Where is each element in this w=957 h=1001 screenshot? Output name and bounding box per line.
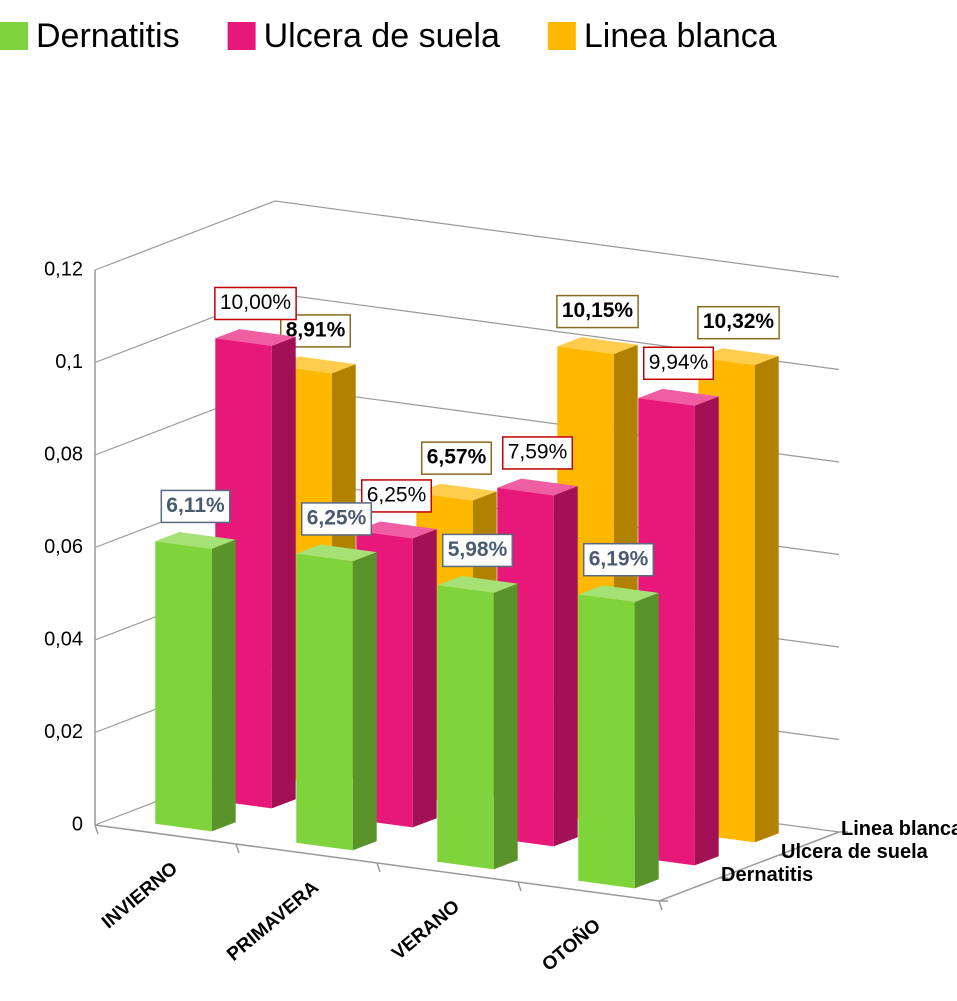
value-label: 6,11% — [166, 494, 225, 517]
depth-label: Linea blanca — [841, 818, 957, 840]
x-tick-label: OTOÑO — [538, 914, 605, 975]
value-label-box — [300, 502, 373, 536]
value-label-box — [501, 436, 574, 470]
bar-side — [352, 552, 377, 851]
grid-line — [94, 200, 840, 278]
x-tick — [376, 862, 381, 873]
value-label: 10,15% — [562, 299, 634, 322]
legend-label: Ulcera de suela — [264, 17, 500, 55]
bar-top — [638, 388, 719, 406]
bar-side — [754, 355, 779, 843]
depth-label: Ulcera de suela — [781, 841, 929, 863]
bar-side — [211, 539, 236, 832]
value-label-box — [582, 542, 655, 577]
bar-top — [557, 337, 638, 354]
value-label: 6,25% — [307, 506, 367, 529]
y-tick-label: 0 — [72, 813, 83, 835]
bar-top — [416, 483, 497, 501]
bar-side — [493, 583, 518, 870]
y-tick-label: 0,12 — [44, 258, 83, 280]
bar-side — [553, 486, 578, 847]
value-label-box — [441, 533, 514, 568]
bar-side — [271, 336, 296, 809]
value-label: 6,25% — [367, 483, 427, 506]
bar-side — [694, 396, 719, 866]
value-label: 6,57% — [427, 446, 487, 469]
depth-label: Dernatitis — [721, 864, 813, 886]
bar — [578, 585, 659, 889]
bar-top — [296, 544, 377, 562]
y-tick-label: 0,1 — [55, 351, 83, 373]
x-tick — [235, 843, 240, 854]
value-label-box — [697, 305, 780, 340]
bar-top — [497, 478, 578, 496]
x-tick-label: PRIMAVERA — [223, 877, 323, 966]
bar-top — [155, 532, 236, 549]
x-tick — [94, 824, 99, 835]
value-label: 7,59% — [508, 441, 568, 464]
y-tick-label: 0,06 — [44, 536, 83, 558]
bar-front — [578, 594, 635, 889]
bar-front — [155, 541, 212, 832]
value-label: 5,98% — [448, 538, 508, 561]
bar-top — [437, 576, 518, 593]
value-label-box — [642, 346, 715, 381]
value-label-box — [360, 479, 433, 513]
bar-side — [412, 529, 437, 828]
bar — [296, 544, 377, 851]
value-label: 10,00% — [220, 291, 291, 314]
value-label-box — [160, 489, 231, 524]
value-label: 10,32% — [703, 310, 775, 333]
y-tick-label: 0,08 — [44, 443, 83, 465]
value-label-box — [420, 441, 493, 475]
value-label: 6,19% — [589, 547, 649, 570]
bar-front — [296, 553, 353, 851]
y-tick-label: 0,04 — [44, 628, 83, 650]
legend-label: Linea blanca — [584, 17, 777, 55]
value-label-box — [214, 286, 297, 321]
bar-top — [698, 348, 779, 366]
bar — [155, 532, 236, 832]
value-label: 9,94% — [649, 351, 709, 374]
legend-swatch — [227, 22, 256, 50]
x-tick-label: INVIERNO — [98, 858, 182, 933]
bar-top — [215, 329, 296, 346]
bar-top — [578, 585, 659, 603]
bar-top — [356, 521, 437, 539]
bar-front — [437, 585, 494, 870]
x-tick — [658, 900, 663, 911]
y-tick-label: 0,02 — [44, 721, 83, 743]
value-label: 8,91% — [286, 318, 346, 341]
legend-label: Dernatitis — [36, 17, 180, 55]
x-tick — [517, 881, 522, 892]
legend-swatch — [0, 22, 28, 50]
bar — [437, 576, 518, 870]
bar-side — [634, 592, 659, 889]
legend-swatch — [547, 22, 576, 50]
value-label-box — [556, 294, 639, 329]
x-tick-label: VERANO — [388, 896, 464, 964]
